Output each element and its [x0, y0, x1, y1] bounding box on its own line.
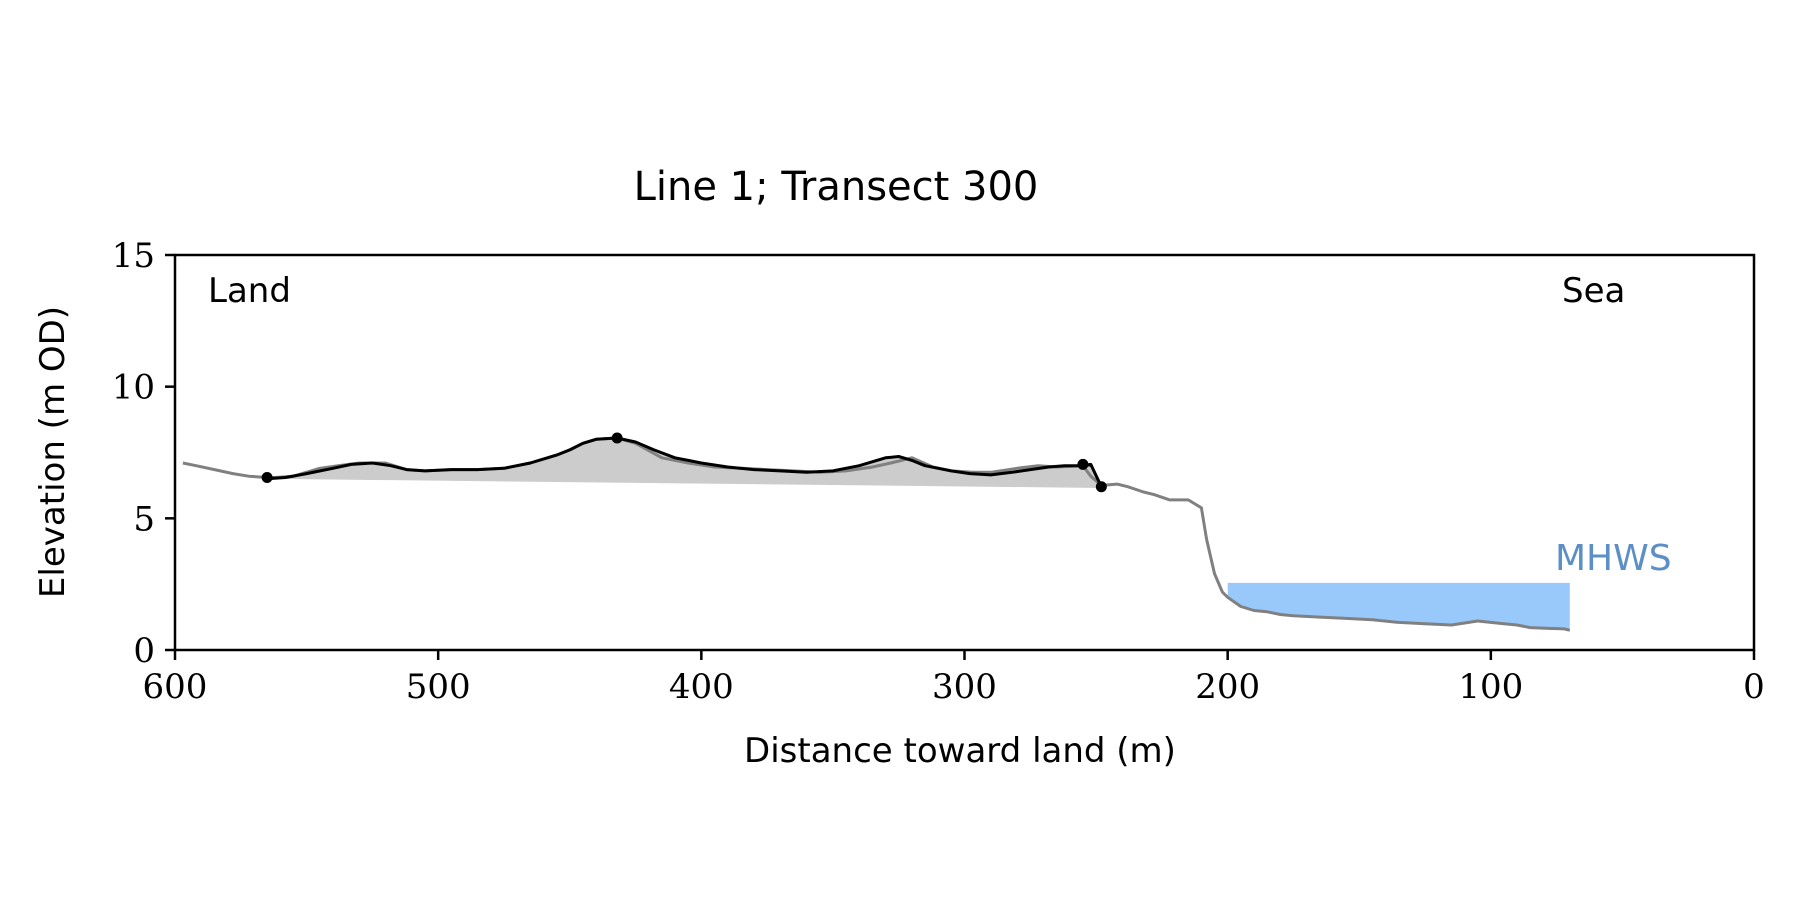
marker-group — [261, 432, 1107, 493]
x-axis-label: Distance toward land (m) — [744, 731, 1176, 771]
chart-title: Line 1; Transect 300 — [634, 164, 1039, 210]
x-tick-label: 500 — [406, 667, 471, 707]
y-tick-label: 10 — [112, 368, 155, 408]
x-tick-label: 0 — [1743, 667, 1765, 707]
y-tick-label: 0 — [133, 631, 155, 671]
x-tick-label: 300 — [932, 667, 997, 707]
profile-marker — [611, 432, 623, 444]
y-tick-label: 15 — [112, 236, 155, 276]
dune-profile-line — [266, 436, 1103, 488]
mhws-band — [1227, 582, 1570, 631]
profile-marker — [1077, 458, 1089, 470]
plot-area — [182, 432, 1571, 632]
profile-marker — [1095, 481, 1107, 493]
profile-marker — [261, 472, 273, 484]
x-tick-label: 100 — [1458, 667, 1523, 707]
y-axis: 0 5 10 15 — [112, 236, 175, 671]
mhws-label: MHWS — [1555, 538, 1672, 579]
land-label: Land — [208, 271, 291, 311]
y-axis-label: Elevation (m OD) — [33, 306, 73, 598]
x-tick-label: 600 — [143, 667, 208, 707]
sea-label: Sea — [1562, 271, 1625, 311]
x-axis: 600 500 400 300 200 100 0 — [143, 650, 1765, 707]
x-tick-label: 200 — [1195, 667, 1260, 707]
y-tick-label: 5 — [133, 499, 155, 539]
x-tick-label: 400 — [669, 667, 734, 707]
